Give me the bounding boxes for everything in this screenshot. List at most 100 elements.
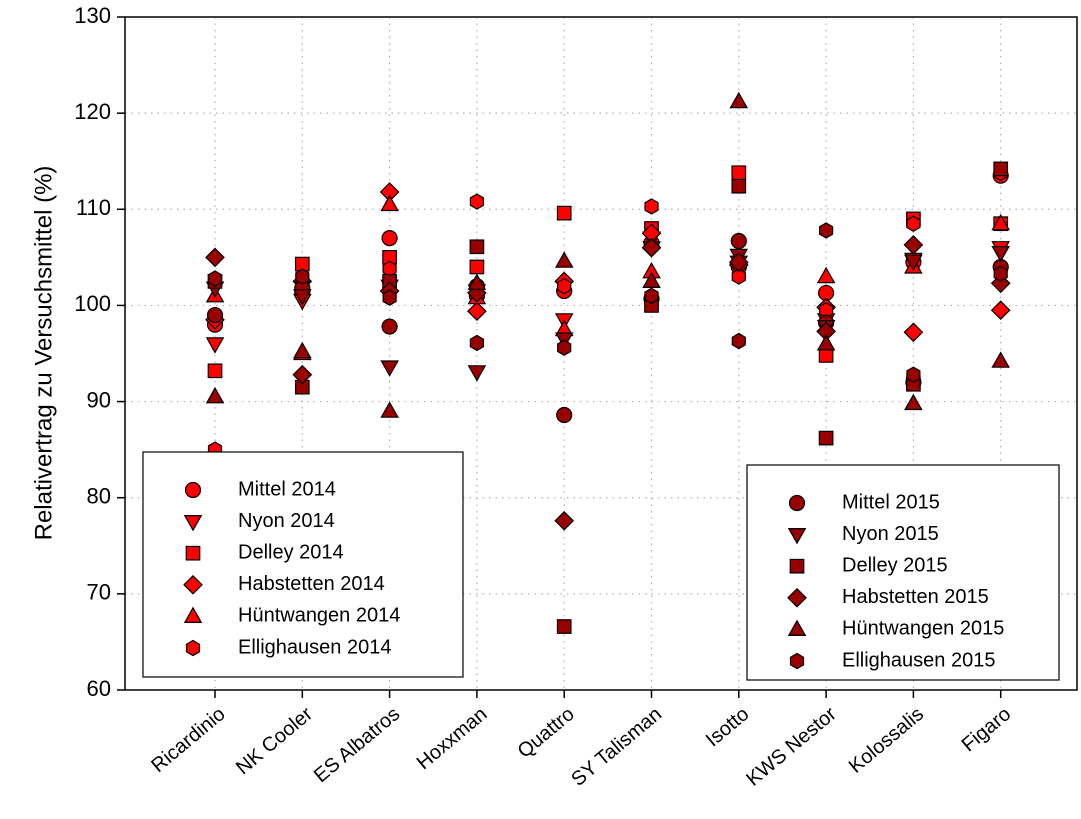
legend-marker (788, 494, 806, 512)
point (990, 300, 1011, 321)
x-tick-label: Isotto (702, 703, 754, 751)
point (469, 239, 485, 255)
point (641, 237, 662, 258)
point (469, 259, 485, 275)
x-tick-label: NK Cooler (232, 703, 317, 779)
point (991, 213, 1010, 231)
point (906, 215, 921, 232)
y-tick-label: 130 (74, 3, 111, 28)
y-tick-label: 110 (76, 195, 111, 220)
y-tick-label: 120 (74, 99, 111, 124)
x-tick-label: Figaro (958, 703, 1016, 756)
point (293, 289, 312, 306)
point (818, 430, 834, 446)
point (556, 406, 573, 424)
legend-marker (185, 639, 201, 657)
legend-marker (787, 619, 807, 637)
legend-marker (183, 514, 203, 532)
point (904, 254, 923, 272)
point (906, 366, 921, 383)
point (904, 393, 923, 411)
point (556, 619, 572, 634)
legend-label: Mittel 2014 (238, 478, 336, 500)
point (903, 235, 924, 255)
point (816, 266, 836, 284)
point (556, 205, 572, 221)
point (469, 193, 484, 210)
point (205, 247, 225, 268)
legend-label: Delley 2015 (842, 554, 948, 576)
x-tick-label: SY Talisman (567, 703, 666, 791)
point (991, 246, 1010, 263)
legend-label: Habstetten 2014 (238, 573, 385, 595)
point (381, 318, 398, 335)
legend-label: Hüntwangen 2014 (238, 605, 400, 627)
point (644, 198, 659, 215)
legend-marker (183, 574, 203, 595)
point (207, 363, 223, 379)
point (467, 301, 487, 322)
x-tick-label: Quattro (514, 703, 579, 763)
point (557, 278, 572, 295)
legend-marker (789, 652, 805, 670)
legend-marker (184, 481, 202, 499)
point (380, 194, 399, 212)
legend-marker (787, 587, 807, 608)
y-tick-label: 70 (87, 580, 111, 605)
legend-marker (787, 527, 807, 545)
legend-label: Mittel 2015 (842, 491, 940, 513)
point (993, 265, 1008, 282)
point (731, 178, 747, 194)
legend-label: Habstetten 2015 (842, 586, 989, 608)
point (554, 251, 574, 268)
point (991, 351, 1010, 368)
point (557, 339, 572, 356)
legend-label: Delley 2014 (238, 541, 344, 563)
legend-label: Ellighausen 2014 (238, 636, 391, 658)
x-tick-label: Hoxxman (413, 703, 492, 774)
point (295, 268, 310, 285)
legend-label: Ellighausen 2015 (842, 649, 995, 671)
point (467, 365, 487, 382)
point (207, 270, 223, 287)
point (292, 364, 313, 385)
legend-marker (789, 558, 805, 574)
point (467, 273, 487, 290)
point (205, 337, 225, 354)
y-tick-label: 60 (87, 676, 111, 701)
point (729, 91, 749, 109)
point (469, 334, 484, 352)
plot-frame (124, 16, 1078, 691)
x-tick-label: Ricardinio (147, 703, 229, 777)
point (816, 334, 836, 351)
point (731, 332, 746, 350)
point (380, 360, 399, 377)
point (731, 268, 746, 285)
x-tick-label: Kolossalis (845, 703, 928, 778)
point (993, 161, 1009, 177)
point (731, 165, 747, 181)
point (642, 271, 661, 288)
point (728, 252, 749, 273)
y-tick-label: 80 (87, 484, 111, 509)
point (380, 401, 399, 418)
y-tick-label: 100 (74, 291, 111, 316)
point (818, 348, 834, 363)
x-tick-label: KWS Nestor (742, 703, 841, 791)
x-tick-label: ES Albatros (310, 703, 404, 787)
point (205, 386, 225, 404)
point (206, 306, 224, 324)
legend-label: Nyon 2015 (842, 523, 939, 545)
point (818, 222, 834, 239)
legend-marker (185, 545, 201, 561)
legend-label: Hüntwangen 2015 (842, 618, 1004, 640)
y-axis-label: Relativertrag zu Versuchsmittel (%) (30, 166, 57, 541)
point (903, 322, 924, 343)
point (730, 232, 747, 250)
point (554, 510, 575, 531)
y-tick-label: 90 (87, 387, 111, 412)
point (644, 287, 659, 304)
point (381, 230, 398, 247)
point (293, 341, 312, 359)
